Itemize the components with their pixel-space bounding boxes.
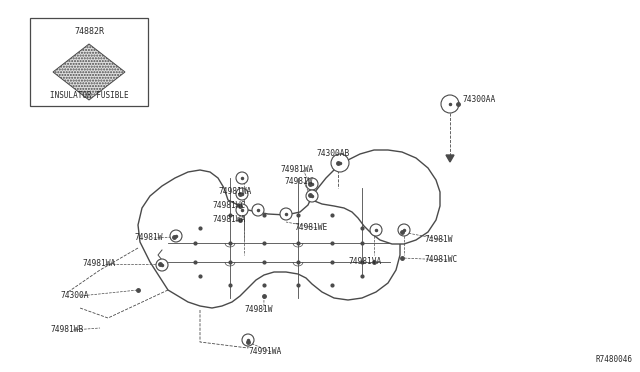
Circle shape [156, 259, 168, 271]
Circle shape [370, 224, 382, 236]
Text: 74981W: 74981W [424, 235, 452, 244]
Text: 74981WA: 74981WA [82, 260, 115, 269]
Text: 74981WB: 74981WB [50, 326, 83, 334]
Polygon shape [446, 155, 454, 162]
Text: 74981VA: 74981VA [348, 257, 381, 266]
Text: 74981W: 74981W [244, 305, 273, 314]
Circle shape [236, 172, 248, 184]
Text: 74981W: 74981W [134, 234, 163, 243]
Text: 74981WE: 74981WE [294, 224, 327, 232]
Text: 74981WA: 74981WA [280, 166, 313, 174]
Text: 74882R: 74882R [74, 28, 104, 36]
Circle shape [236, 188, 248, 200]
Text: 74981WC: 74981WC [424, 256, 457, 264]
Circle shape [441, 95, 459, 113]
Circle shape [306, 190, 318, 202]
Circle shape [398, 224, 410, 236]
Text: 74981WC: 74981WC [212, 202, 245, 211]
Circle shape [280, 208, 292, 220]
Text: 74300AB: 74300AB [316, 150, 349, 158]
Text: 74300A: 74300A [60, 292, 88, 301]
Bar [30, 18, 148, 106]
Text: 74300AA: 74300AA [462, 96, 495, 105]
Circle shape [252, 204, 264, 216]
Circle shape [331, 154, 349, 172]
Text: 74981W: 74981W [284, 177, 312, 186]
Polygon shape [53, 44, 125, 100]
Circle shape [306, 178, 318, 190]
Polygon shape [312, 150, 440, 244]
Text: R7480046: R7480046 [595, 355, 632, 364]
Text: INSULATOR FUSIBLE: INSULATOR FUSIBLE [50, 92, 128, 100]
Text: 74981WA: 74981WA [218, 187, 252, 196]
Circle shape [242, 334, 254, 346]
Text: 74991WA: 74991WA [248, 347, 281, 356]
Polygon shape [138, 170, 400, 308]
Circle shape [170, 230, 182, 242]
Circle shape [236, 204, 248, 216]
Text: 74981WA: 74981WA [212, 215, 245, 224]
